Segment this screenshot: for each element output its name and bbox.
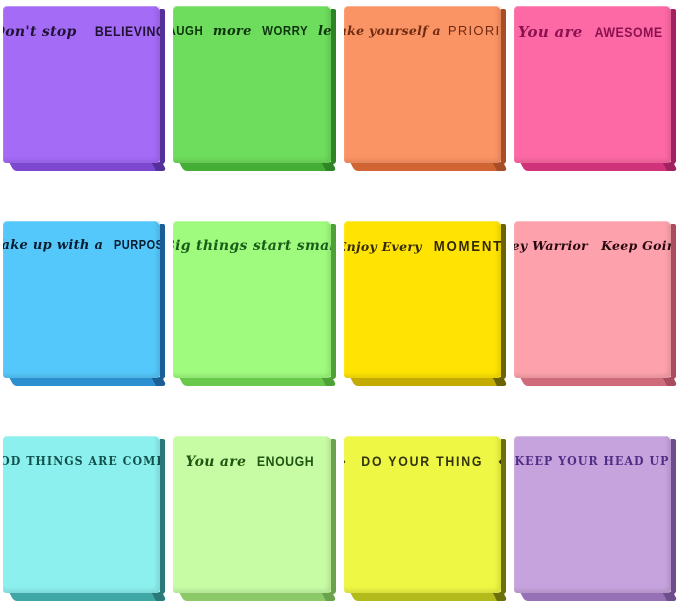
quote-part: DO YOUR THING xyxy=(361,453,484,469)
pad-bottom-edge xyxy=(9,592,168,601)
sticky-note-awesome: You are AWESOME xyxy=(513,6,678,171)
arrow-left-icon: ↞ xyxy=(498,455,500,470)
note-face: You are ENOUGH xyxy=(173,436,331,593)
note-face: Enjoy Every MOMENT xyxy=(343,221,501,378)
pad-right-edge xyxy=(330,439,336,594)
quote-part: Enjoy Every xyxy=(343,239,422,254)
note-quote: GOOD THINGS ARE COMING xyxy=(3,436,160,468)
quote-part: You are xyxy=(517,23,583,41)
arrow-right-icon: ↠ xyxy=(344,455,346,470)
pad-right-edge xyxy=(671,9,676,164)
quote-part: KEEP YOUR HEAD UP xyxy=(514,453,670,468)
note-quote: Wake up with a PURPOSE xyxy=(3,221,160,253)
pad-bottom-edge xyxy=(179,162,338,171)
sticky-note-purpose: Wake up with a PURPOSE xyxy=(3,221,168,386)
quote-part: AWESOME xyxy=(594,24,663,40)
quote-part: less xyxy=(318,24,331,39)
pad-right-edge xyxy=(160,9,166,164)
quote-part: GOOD THINGS ARE COMING xyxy=(3,453,160,468)
sticky-note-priority: Make yourself a PRIORITY xyxy=(343,6,508,171)
sticky-note-good-things: GOOD THINGS ARE COMING xyxy=(3,436,168,601)
note-quote: Big things start small xyxy=(173,221,330,254)
pad-right-edge xyxy=(160,439,166,594)
quote-part: Don't stop xyxy=(3,24,77,40)
quote-part: BELIEVING xyxy=(94,23,161,39)
pad-bottom-edge xyxy=(179,592,338,601)
quote-part: more xyxy=(212,24,252,39)
note-face: You are AWESOME xyxy=(513,6,671,163)
pad-bottom-edge xyxy=(519,592,678,601)
pad-right-edge xyxy=(671,224,676,379)
note-quote: You are AWESOME xyxy=(514,6,671,41)
sticky-note-do-your-thing: ↠ DO YOUR THING ↞ xyxy=(343,436,508,601)
note-face: ↠ DO YOUR THING ↞ xyxy=(343,436,501,593)
note-quote: ↠ DO YOUR THING ↞ xyxy=(344,436,501,470)
pad-right-edge xyxy=(671,439,676,594)
note-quote: LAUGH more WORRY less xyxy=(173,6,330,39)
quote-part: MOMENT xyxy=(433,238,501,255)
note-face: Don't stop BELIEVING xyxy=(3,6,161,163)
quote-part: ENOUGH xyxy=(257,453,315,469)
note-face: LAUGH more WORRY less xyxy=(173,6,331,163)
pad-right-edge xyxy=(500,9,506,164)
quote-part: PRIORITY xyxy=(447,23,501,38)
quote-part: LAUGH xyxy=(173,23,203,38)
pad-bottom-edge xyxy=(9,162,168,171)
pad-bottom-edge xyxy=(179,377,338,386)
sticky-note-warrior: Hey Warrior Keep Going xyxy=(513,221,678,386)
sticky-note-big-things: Big things start small xyxy=(173,221,338,386)
quote-part: Big things start small xyxy=(173,238,330,254)
quote-part: Keep Going xyxy=(601,238,671,253)
quote-part: You are xyxy=(185,454,247,470)
note-face: Hey Warrior Keep Going xyxy=(513,221,671,378)
note-face: Make yourself a PRIORITY xyxy=(343,6,501,163)
pad-bottom-edge xyxy=(519,377,678,386)
note-quote: You are ENOUGH xyxy=(173,436,330,470)
sticky-note-moment: Enjoy Every MOMENT xyxy=(343,221,508,386)
note-quote: Hey Warrior Keep Going xyxy=(514,221,671,253)
pad-right-edge xyxy=(160,224,166,379)
pad-right-edge xyxy=(330,224,336,379)
note-quote: Enjoy Every MOMENT xyxy=(344,221,501,255)
pad-right-edge xyxy=(330,9,336,164)
pad-bottom-edge xyxy=(349,162,508,171)
pad-right-edge xyxy=(500,224,506,379)
sticky-note-enough: You are ENOUGH xyxy=(173,436,338,601)
sticky-note-believing: Don't stop BELIEVING xyxy=(3,6,168,171)
pad-bottom-edge xyxy=(349,377,508,386)
quote-part: Make yourself a xyxy=(344,23,441,38)
note-quote: Make yourself a PRIORITY xyxy=(344,6,501,38)
note-face: Wake up with a PURPOSE xyxy=(3,221,161,378)
sticky-note-laugh: LAUGH more WORRY less xyxy=(173,6,338,171)
note-face: KEEP YOUR HEAD UP xyxy=(513,436,671,593)
sticky-note-head-up: KEEP YOUR HEAD UP xyxy=(513,436,678,601)
pad-bottom-edge xyxy=(9,377,168,386)
pad-bottom-edge xyxy=(349,592,508,601)
note-quote: KEEP YOUR HEAD UP xyxy=(514,436,671,468)
note-face: GOOD THINGS ARE COMING xyxy=(3,436,161,593)
note-quote: Don't stop BELIEVING xyxy=(3,6,160,40)
note-face: Big things start small xyxy=(173,221,331,378)
quote-part: WORRY xyxy=(261,23,308,38)
quote-part: Hey Warrior xyxy=(514,238,589,253)
pad-bottom-edge xyxy=(519,162,678,171)
quote-part: Wake up with a xyxy=(3,238,104,253)
quote-part: PURPOSE xyxy=(114,238,160,252)
pad-right-edge xyxy=(500,439,506,594)
